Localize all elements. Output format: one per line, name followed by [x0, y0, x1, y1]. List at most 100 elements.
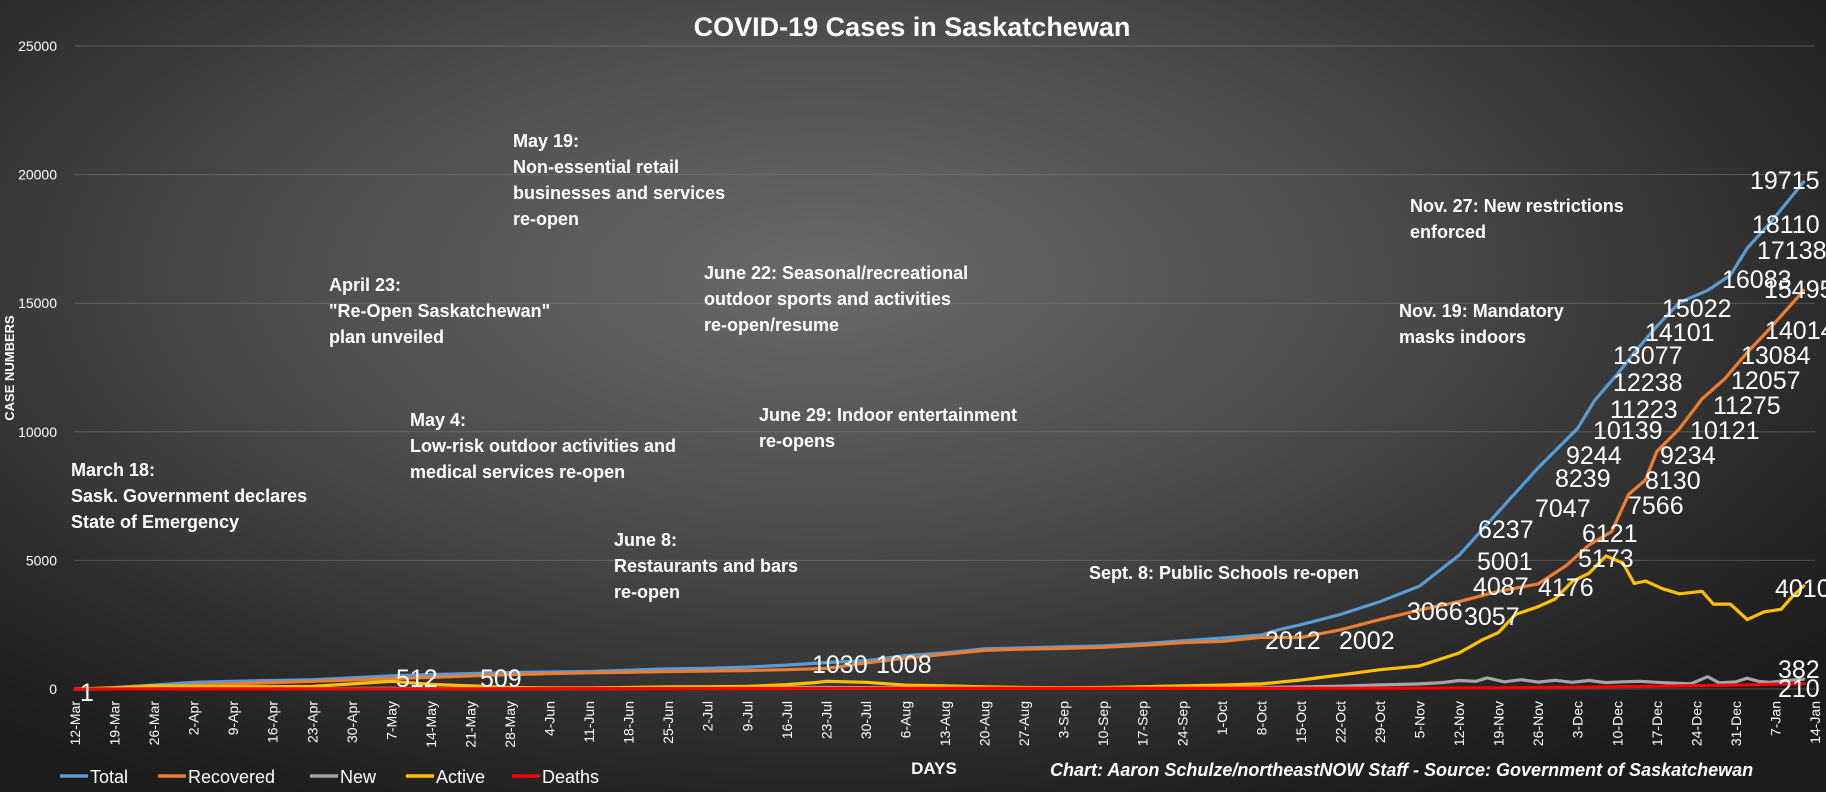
x-tick-label: 10-Sep — [1095, 701, 1111, 746]
annotation-text: enforced — [1410, 222, 1486, 242]
annotation-text: plan unveiled — [329, 327, 444, 347]
x-tick-label: 1-Oct — [1214, 701, 1230, 735]
annotation-text: May 19: — [513, 131, 579, 151]
legend-label-total: Total — [90, 767, 128, 787]
x-tick-label: 11-Jun — [581, 701, 597, 743]
data-label: 4010 — [1775, 575, 1826, 603]
x-tick-label: 13-Aug — [937, 701, 953, 746]
data-label: 382 — [1778, 656, 1820, 684]
chart-credit: Chart: Aaron Schulze/northeastNOW Staff … — [1050, 760, 1753, 780]
data-label: 11275 — [1713, 392, 1781, 420]
x-tick-label: 12-Nov — [1451, 701, 1467, 746]
annotation-text: June 29: Indoor entertainment — [759, 405, 1017, 425]
data-label: 10139 — [1593, 417, 1663, 445]
annotation-text: masks indoors — [1399, 327, 1526, 347]
x-tick-label: 23-Jul — [818, 701, 834, 739]
annotation-text: State of Emergency — [71, 512, 239, 532]
x-tick-label: 26-Mar — [146, 701, 162, 746]
data-label: 16083 — [1722, 266, 1792, 294]
series-line-active — [73, 554, 1806, 691]
annotation-text: Low-risk outdoor activities and — [410, 436, 676, 456]
data-label: 12238 — [1613, 369, 1683, 397]
x-tick-label: 14-Jan — [1807, 701, 1823, 744]
x-tick-label: 18-Jun — [621, 701, 637, 744]
x-tick-label: 8-Oct — [1253, 701, 1269, 735]
annotation-text: April 23: — [329, 275, 401, 295]
annotations: March 18: Sask. Government declares State … — [71, 131, 1624, 602]
data-label: 4087 — [1473, 573, 1529, 601]
annotation-text: Non-essential retail — [513, 157, 679, 177]
legend-label-active: Active — [436, 767, 485, 787]
data-label: 19715 — [1750, 167, 1820, 195]
annotation-text: May 4: — [410, 410, 466, 430]
legend: Total Recovered New Active Deaths — [60, 767, 599, 787]
x-tick-label: 5-Nov — [1412, 701, 1428, 738]
data-label: 2002 — [1339, 627, 1395, 655]
annotation-text: medical services re-open — [410, 462, 625, 482]
y-axis-ticks: 0 5000 10000 15000 20000 25000 — [18, 38, 57, 697]
x-tick-label: 9-Jul — [739, 701, 755, 731]
data-label: 17138 — [1757, 237, 1826, 265]
data-label: 10121 — [1690, 417, 1760, 445]
x-tick-label: 7-May — [383, 701, 399, 740]
annotation-text: outdoor sports and activities — [704, 289, 951, 309]
x-tick-label: 31-Dec — [1728, 701, 1744, 746]
data-label: 11223 — [1610, 396, 1678, 424]
x-tick-label: 15-Oct — [1293, 701, 1309, 743]
data-label: 1 — [80, 679, 94, 707]
x-tick-label: 19-Nov — [1491, 701, 1507, 746]
x-tick-label: 7-Jan — [1767, 701, 1783, 736]
data-label: 210 — [1778, 675, 1820, 703]
y-tick-label: 10000 — [18, 424, 57, 440]
data-label: 2012 — [1265, 627, 1321, 655]
x-tick-label: 30-Apr — [344, 701, 360, 743]
x-tick-label: 21-May — [462, 701, 478, 748]
x-tick-label: 3-Sep — [1056, 701, 1072, 739]
y-axis-label: CASE NUMBERS — [2, 315, 17, 421]
annotation-text: June 22: Seasonal/recreational — [704, 263, 968, 283]
data-label: 6237 — [1478, 516, 1534, 544]
x-tick-label: 2-Jul — [700, 701, 716, 731]
x-tick-label: 22-Oct — [1332, 701, 1348, 743]
data-label: 512 — [396, 665, 438, 693]
data-label: 9234 — [1660, 442, 1716, 470]
x-tick-label: 10-Dec — [1609, 701, 1625, 746]
annotation-text: Sask. Government declares — [71, 486, 307, 506]
y-tick-label: 20000 — [18, 167, 57, 183]
x-tick-label: 12-Mar — [67, 701, 83, 746]
data-label: 4176 — [1538, 574, 1594, 602]
data-label: 5173 — [1578, 545, 1634, 573]
x-tick-label: 17-Sep — [1135, 701, 1151, 746]
legend-label-deaths: Deaths — [542, 767, 599, 787]
data-label: 12057 — [1731, 367, 1801, 395]
data-label: 15022 — [1662, 295, 1732, 323]
annotation-text: re-open — [614, 582, 680, 602]
series-line-total — [73, 180, 1806, 691]
x-tick-label: 24-Sep — [1174, 701, 1190, 746]
x-tick-label: 4-Jun — [542, 701, 558, 736]
data-label: 5001 — [1477, 548, 1533, 576]
x-tick-label: 19-Mar — [107, 701, 123, 746]
chart-title: COVID-19 Cases in Saskatchewan — [694, 12, 1131, 42]
x-axis-label: DAYS — [911, 759, 957, 778]
x-axis-ticks: 12-Mar 19-Mar 26-Mar 2-Apr 9-Apr 16-Apr 23-Apr… — [67, 701, 1823, 748]
x-tick-label: 6-Aug — [897, 701, 913, 738]
data-label: 3057 — [1464, 603, 1520, 631]
x-tick-label: 24-Dec — [1688, 701, 1704, 746]
data-label: 13084 — [1741, 342, 1811, 370]
x-tick-label: 25-Jun — [660, 701, 676, 744]
y-tick-label: 0 — [49, 681, 57, 697]
annotation-text: re-open/resume — [704, 315, 839, 335]
x-tick-label: 26-Nov — [1530, 701, 1546, 746]
x-tick-label: 20-Aug — [977, 701, 993, 746]
annotation-text: "Re-Open Saskatchewan" — [329, 301, 550, 321]
x-tick-label: 14-May — [423, 701, 439, 748]
data-label: 13077 — [1613, 342, 1683, 370]
series-line-deaths — [73, 682, 1806, 691]
annotation-text: Nov. 19: Mandatory — [1399, 301, 1564, 321]
data-label: 1030 — [812, 651, 868, 679]
annotation-text: re-open — [513, 209, 579, 229]
annotation-text: Restaurants and bars — [614, 556, 798, 576]
